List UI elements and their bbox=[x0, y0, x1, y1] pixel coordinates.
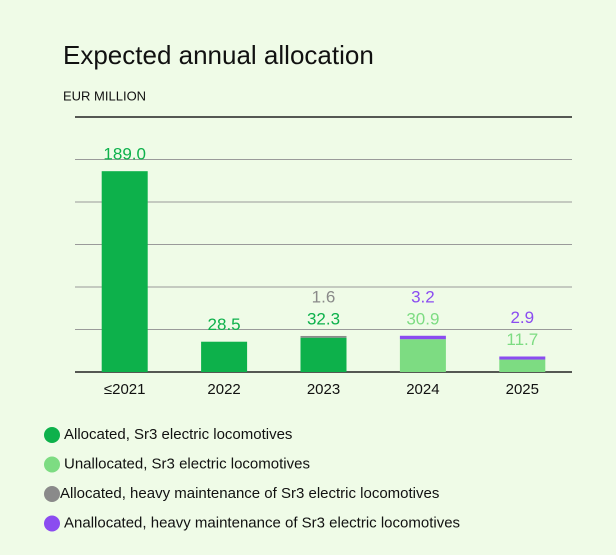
bar-segment bbox=[499, 356, 546, 360]
data-label: 30.9 bbox=[406, 309, 439, 328]
bar-segment bbox=[300, 337, 347, 372]
data-label: 189.0 bbox=[103, 145, 146, 164]
bar-segment bbox=[499, 359, 546, 372]
legend-swatch bbox=[44, 427, 60, 443]
chart-title: Expected annual allocation bbox=[63, 40, 374, 70]
x-tick-label: 2022 bbox=[207, 381, 240, 398]
legend-swatch bbox=[44, 515, 60, 532]
chart-subtitle: EUR MILLION bbox=[63, 88, 146, 103]
legend-swatch bbox=[44, 486, 60, 502]
legend-label: Allocated, Sr3 electric locomotives bbox=[64, 426, 292, 443]
bar-segment bbox=[300, 335, 347, 338]
x-tick-label: 2023 bbox=[307, 381, 340, 398]
data-label: 2.9 bbox=[510, 308, 534, 327]
data-label: 28.5 bbox=[208, 315, 241, 334]
legend-label: Unallocated, Sr3 electric locomotives bbox=[64, 455, 310, 472]
bar-segment bbox=[201, 341, 248, 372]
legend-swatch bbox=[44, 456, 60, 473]
legend-label: Anallocated, heavy maintenance of Sr3 el… bbox=[64, 514, 460, 531]
data-label: 11.7 bbox=[506, 330, 538, 349]
data-label: 32.3 bbox=[307, 309, 340, 328]
data-label: 3.2 bbox=[411, 287, 435, 306]
x-tick-label: ≤2021 bbox=[104, 381, 146, 398]
legend-label: Allocated, heavy maintenance of Sr3 elec… bbox=[60, 485, 439, 502]
bar-segment bbox=[399, 335, 446, 340]
bar-segment bbox=[101, 171, 148, 372]
data-label: 1.6 bbox=[312, 287, 336, 306]
x-tick-label: 2025 bbox=[506, 381, 539, 398]
x-tick-label: 2024 bbox=[406, 381, 439, 398]
bar-segment bbox=[399, 339, 446, 372]
